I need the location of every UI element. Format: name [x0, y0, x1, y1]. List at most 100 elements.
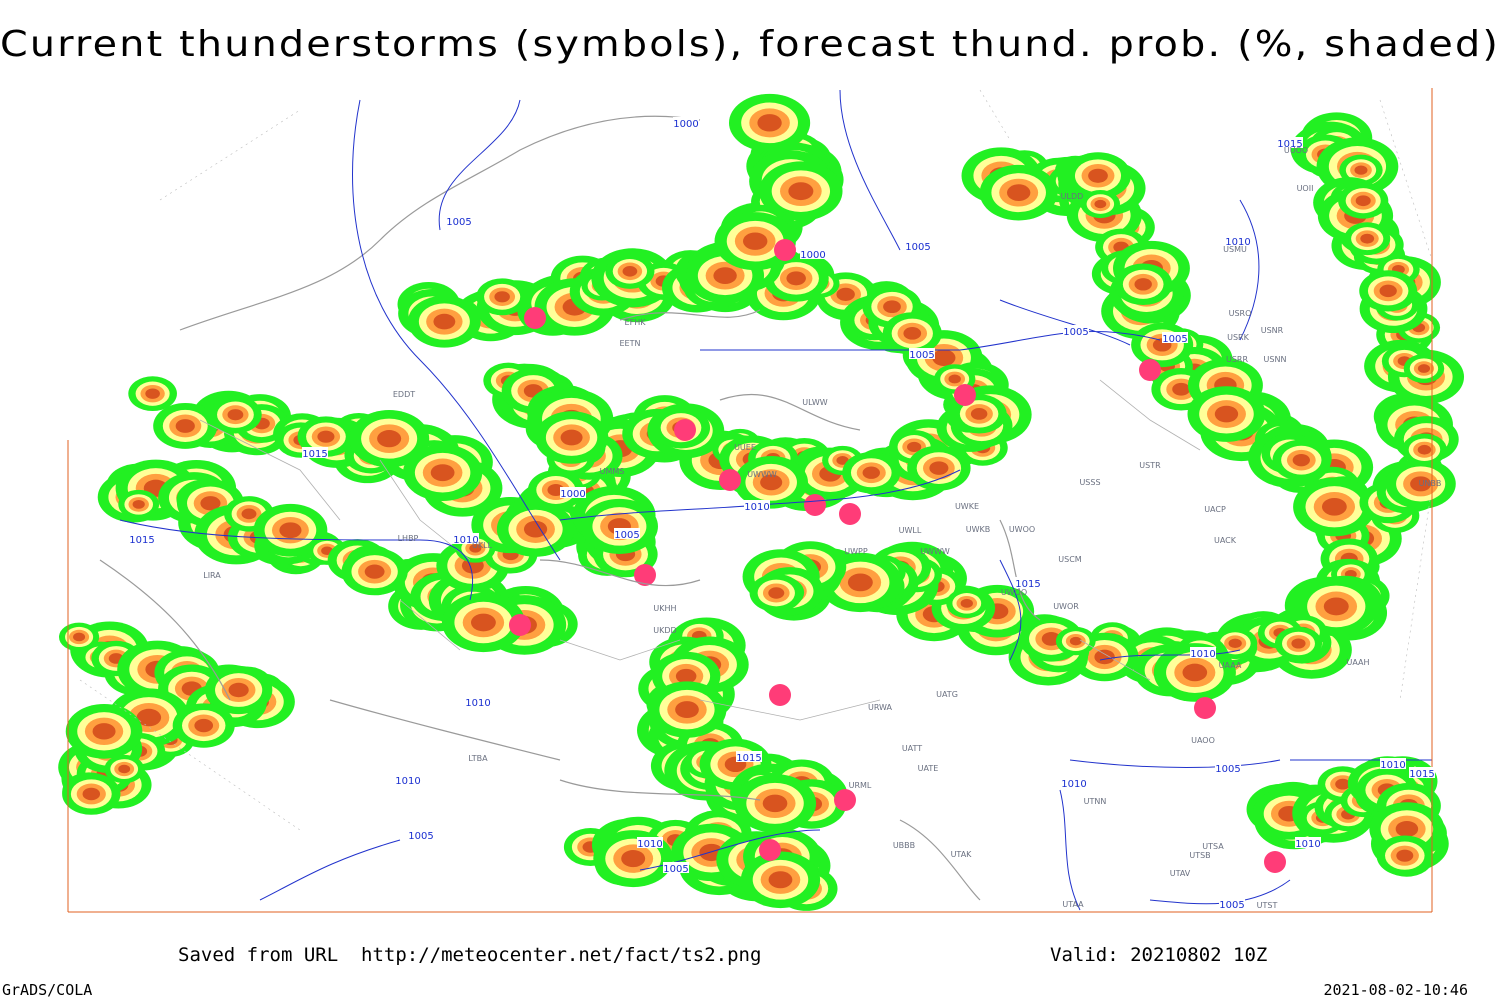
isobar-label-bg	[663, 862, 689, 873]
probability-area	[1291, 638, 1306, 649]
probability-area	[622, 266, 638, 277]
probability-area	[932, 349, 956, 367]
station-label: LTBA	[468, 754, 488, 763]
station-label: ULWW	[802, 398, 827, 407]
probability-area	[92, 723, 116, 740]
probability-area	[228, 682, 249, 698]
isobar-label-bg	[905, 240, 931, 251]
station-label: UTSB	[1189, 851, 1210, 860]
storm-symbol	[769, 684, 791, 706]
probability-area	[836, 456, 849, 465]
isobar-label-bg	[1190, 647, 1216, 658]
isobar-label-bg	[744, 500, 770, 511]
isobar-label-bg	[1015, 577, 1041, 588]
probability-area	[494, 291, 510, 303]
probability-area	[430, 464, 455, 482]
probability-area	[279, 522, 302, 539]
probability-area	[145, 388, 160, 399]
station-label: UWLL	[899, 526, 922, 535]
station-label: UKHH	[653, 604, 676, 613]
station-label: UWWW	[920, 547, 950, 556]
probability-area	[762, 794, 788, 813]
probability-area	[743, 232, 768, 250]
geography	[79, 89, 1433, 911]
source-note: Saved from URL http://meteocenter.net/fa…	[178, 944, 761, 966]
station-label: UACP	[1204, 505, 1226, 514]
isobar-label: 1015	[1409, 769, 1434, 780]
isobar-label-bg	[1063, 325, 1089, 336]
station-label: UKDD	[653, 626, 676, 635]
probability-area	[1292, 453, 1310, 467]
storm-symbol	[774, 239, 796, 261]
isobar-label-bg	[1219, 898, 1245, 909]
storm-symbol	[1264, 851, 1286, 873]
isobar-label: 1000	[673, 119, 698, 130]
station-label: LHBP	[398, 534, 419, 543]
station-label: UATG	[936, 690, 958, 699]
storm-symbol	[674, 419, 696, 441]
station-label: UATE	[918, 764, 939, 773]
probability-area	[847, 573, 873, 592]
probability-area	[788, 182, 814, 201]
isobar-label: 1015	[1277, 139, 1302, 150]
isobar-label: 1005	[1063, 327, 1088, 338]
station-label: UATT	[902, 744, 922, 753]
probability-area	[970, 408, 988, 420]
probability-area	[1335, 778, 1351, 790]
station-label: USNR	[1261, 326, 1284, 335]
isobar-label: 1010	[1190, 649, 1215, 660]
isobar-label-bg	[129, 533, 155, 544]
probability-area	[118, 764, 131, 774]
valid-time: Valid: 20210802 10Z	[1050, 944, 1267, 966]
isobar-label-bg	[465, 696, 491, 707]
probability-area	[1396, 849, 1414, 862]
station-label: UWOR	[1053, 602, 1079, 611]
timestamp: 2021-08-02-10:46	[1324, 981, 1469, 999]
software: GrADS/COLA	[2, 981, 92, 999]
probability-area	[1172, 382, 1191, 396]
probability-area	[1228, 638, 1242, 649]
station-label: UMMS	[600, 467, 625, 476]
station-label: USRK	[1227, 333, 1249, 342]
probability-area	[1069, 636, 1082, 646]
isobar	[119, 89, 1432, 911]
station-label: UAAA	[1219, 661, 1242, 670]
probability-area	[903, 327, 922, 340]
probability-area	[768, 587, 785, 599]
isobar-label: 1005	[663, 864, 688, 875]
station-label: EFHK	[625, 318, 647, 327]
storm-symbol	[759, 839, 781, 861]
isobar-label-bg	[560, 487, 586, 498]
probability-area	[194, 718, 214, 733]
station-label: URWA	[868, 703, 893, 712]
storm-symbol	[954, 384, 976, 406]
station-label: UWWW	[747, 470, 777, 479]
isobar-label-bg	[1380, 758, 1406, 769]
storm-symbol	[1139, 359, 1161, 381]
station-label: USMU	[1223, 245, 1247, 254]
station-label: UTST	[1257, 901, 1278, 910]
probability-area	[760, 474, 783, 491]
isobar-label: 1005	[1219, 900, 1244, 911]
station-label: ULDD	[1061, 192, 1084, 201]
station-label: UTAV	[1170, 869, 1191, 878]
station-label: UNBB	[1419, 479, 1442, 488]
storm-symbol	[1194, 697, 1216, 719]
probability-area	[1088, 168, 1108, 183]
probability-area	[929, 461, 949, 475]
probability-area	[433, 313, 456, 330]
probability-area	[470, 613, 496, 632]
station-label: URML	[849, 781, 872, 790]
probability-area	[1182, 663, 1208, 682]
probability-area	[317, 430, 335, 443]
probability-area	[469, 544, 482, 553]
probability-area	[907, 441, 922, 453]
station-label: UWKB	[966, 525, 991, 534]
station-label: UWOO	[1009, 525, 1035, 534]
storm-symbol	[634, 564, 656, 586]
isobar-label-bg	[614, 528, 640, 539]
station-label: UBBB	[893, 841, 915, 850]
station-label: UOII	[1297, 184, 1314, 193]
